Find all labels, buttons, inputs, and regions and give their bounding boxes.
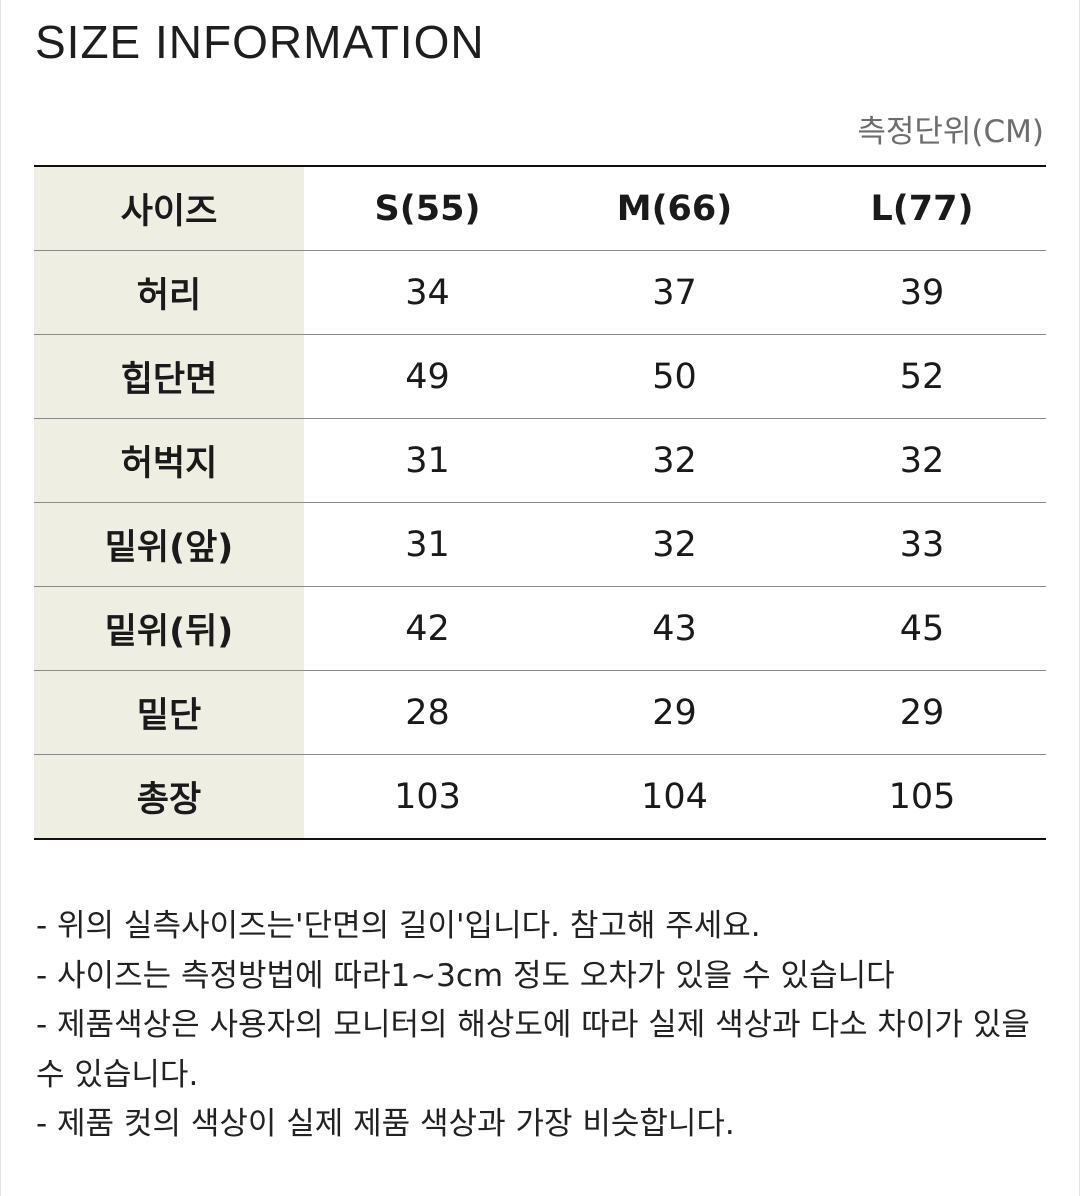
table-cell: 42 [304,586,551,671]
table-cell: 32 [551,502,798,587]
row-label: 힙단면 [34,334,304,419]
note-item: - 사이즈는 측정방법에 따라1~3cm 정도 오차가 있을 수 있습니다 [36,957,895,994]
table-cell: 29 [551,670,798,755]
table-cell: 33 [798,502,1046,587]
table-cell: 31 [304,502,551,587]
table-cell: 103 [394,776,461,817]
table-corner-label: 사이즈 [34,166,304,251]
table-row: 밑단 28 29 29 [34,670,1046,755]
note-item: - 제품 컷의 색상이 실제 제품 색상과 가장 비슷합니다. [36,1106,735,1142]
table-row: 총장 103 104 105 [34,754,1046,839]
table-cell: 29 [798,670,1046,755]
column-header-m: M(66) [551,166,798,251]
table-cell: 49 [304,334,551,419]
table-cell: 28 [304,670,551,755]
table-cell: 104 [641,776,708,817]
table-cell: 43 [551,586,798,671]
page-title: SIZE INFORMATION [35,16,485,68]
table-cell: 39 [798,250,1046,335]
row-label: 허벅지 [34,418,304,503]
note-item: - 제품색상은 사용자의 모니터의 해상도에 따라 실제 색상과 다소 차이가 … [36,1007,1030,1093]
page-edge-left [0,0,1,1196]
table-cell: 37 [551,250,798,335]
row-label: 밑단 [34,670,304,755]
row-label: 총장 [34,754,304,839]
row-label: 밑위(뒤) [34,586,304,671]
column-header-s: S(55) [304,166,551,251]
note-item: - 위의 실측사이즈는'단면의 길이'입니다. 참고해 주세요. [36,908,761,944]
unit-label: 측정단위(CM) [857,114,1044,150]
table-cell: 32 [551,418,798,503]
table-cell: 34 [304,250,551,335]
size-table: 사이즈 S(55) M(66) L(77) 허리 34 37 39 힙단면 49… [34,165,1046,840]
table-row: 허벅지 31 32 32 [34,418,1046,503]
table-row: 밑위(앞) 31 32 33 [34,502,1046,587]
table-row: 밑위(뒤) 42 43 45 [34,586,1046,671]
row-label: 허리 [34,250,304,335]
table-row: 허리 34 37 39 [34,250,1046,335]
column-header-l: L(77) [798,166,1046,251]
row-label: 밑위(앞) [34,502,304,587]
table-cell: 45 [798,586,1046,671]
notes-list: - 위의 실측사이즈는'단면의 길이'입니다. 참고해 주세요. - 사이즈는 … [36,902,1036,1150]
table-cell: 32 [798,418,1046,503]
table-cell: 105 [888,776,956,817]
table-cell: 52 [798,334,1046,419]
table-cell: 50 [551,334,798,419]
table-header-row: 사이즈 S(55) M(66) L(77) [34,166,1046,251]
table-row: 힙단면 49 50 52 [34,334,1046,419]
table-cell: 31 [304,418,551,503]
